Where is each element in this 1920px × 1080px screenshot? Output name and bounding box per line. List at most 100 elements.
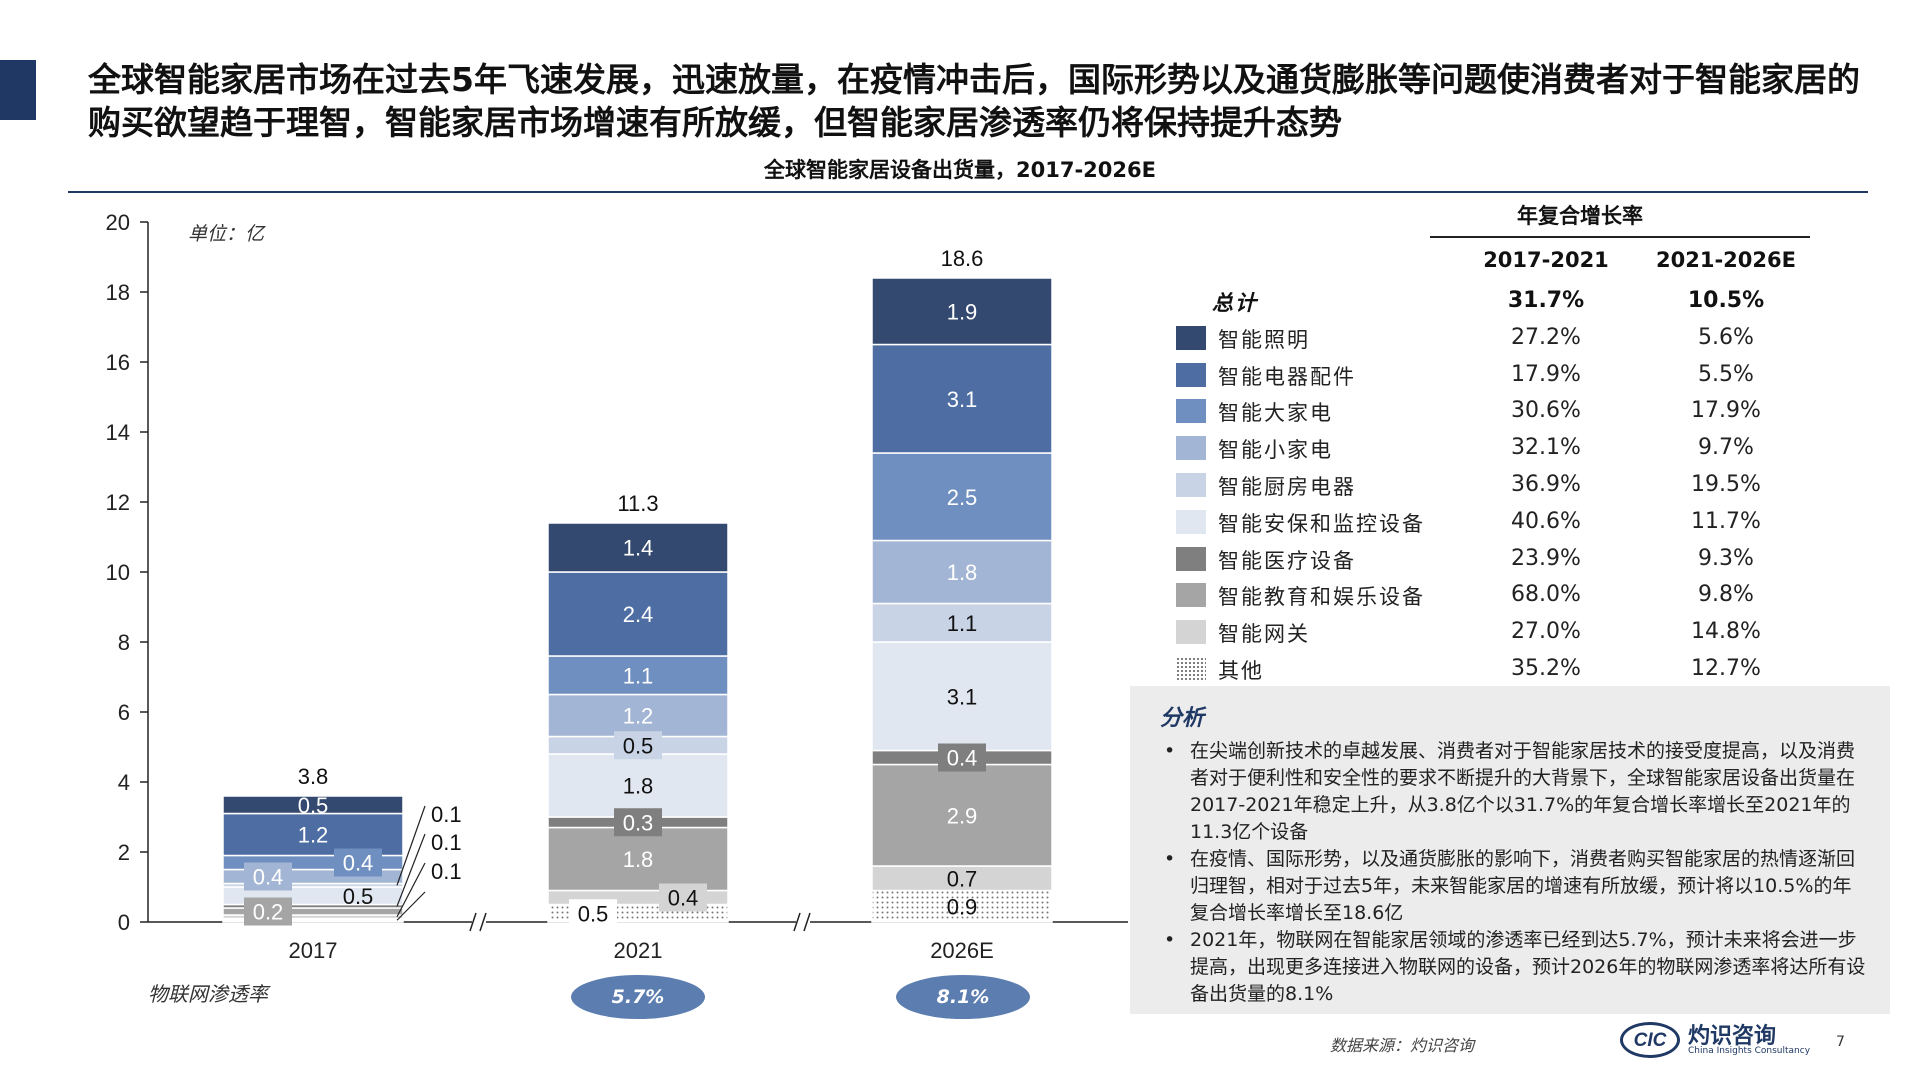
source-note: 数据来源：灼识咨询 [1330, 1036, 1475, 1055]
segment-label: 1.1 [623, 663, 654, 688]
legend-label: 智能大家电 [1218, 401, 1333, 426]
label-box [659, 883, 707, 912]
y-tick-label: 2 [118, 840, 130, 865]
legend-swatch [1176, 325, 1206, 350]
cagr-value-2021-2026e: 17.9% [1691, 398, 1761, 424]
legend-label: 智能小家电 [1218, 438, 1333, 463]
segment-label: 0.5 [578, 901, 609, 926]
label-box [938, 743, 986, 772]
y-tick-label: 16 [106, 350, 130, 375]
label-box [244, 897, 292, 926]
x-tick-label: 2017 [289, 938, 338, 963]
legend-swatch [1176, 362, 1206, 387]
segment-label: 1.1 [947, 611, 978, 636]
iot-badge-2021: 5.7% [571, 975, 705, 1019]
axis-break-mark [803, 912, 811, 932]
y-tick-label: 6 [118, 700, 130, 725]
bar-segment [547, 693, 729, 738]
segment-label: 1.2 [623, 704, 654, 729]
axis-break-mark [793, 912, 801, 932]
analysis-bullet: 在疫情、国际形势，以及通货膨胀的影响下，消费者购买智能家居的热情逐渐回归理智，相… [1160, 846, 1866, 927]
legend-swatch [1176, 546, 1206, 571]
chart-subtitle: 全球智能家居设备出货量，2017-2026E [764, 158, 1156, 182]
cagr-value-2021-2026e: 9.3% [1698, 545, 1754, 571]
cagr-value-2017-2021: 40.6% [1511, 508, 1581, 534]
cagr-value-2017-2021: 27.0% [1511, 619, 1581, 645]
callout-label: 0.1 [431, 830, 462, 855]
x-tick-label: 2021 [614, 938, 663, 963]
segment-label: 0.4 [947, 746, 978, 771]
cic-logo: CIC 灼识咨询 China Insights Consultancy [1620, 1020, 1810, 1062]
bar-segment [871, 889, 1053, 923]
callout-line [396, 805, 426, 886]
legend-label: 智能教育和娱乐设备 [1218, 585, 1425, 610]
segment-label: 3.1 [947, 387, 978, 412]
analysis-bullet: 在尖端创新技术的卓越发展、消费者对于智能家居技术的接受度提高，以及消费者对于便利… [1160, 738, 1866, 846]
y-tick-label: 20 [106, 210, 130, 235]
y-tick-label: 8 [118, 630, 130, 655]
cagr-header-2017-2021: 2017-2021 [1483, 248, 1609, 272]
legend-label: 智能安保和监控设备 [1218, 511, 1425, 536]
cagr-value-2021-2026e: 14.8% [1691, 619, 1761, 645]
cagr-row: 总计 31.7% 10.5% [1176, 286, 1816, 316]
cagr-value-2017-2021: 30.6% [1511, 398, 1581, 424]
callout-line [396, 891, 426, 921]
cagr-value-2017-2021: 68.0% [1511, 582, 1581, 608]
axis-break-gap [796, 912, 810, 932]
bar-segment [547, 753, 729, 818]
cagr-row: 其他 35.2% 12.7% [1176, 654, 1816, 684]
axis-break-gap [472, 912, 486, 932]
cagr-row: 智能照明 27.2% 5.6% [1176, 323, 1816, 353]
bar-segment [547, 655, 729, 696]
cagr-value-2021-2026e: 11.7% [1691, 508, 1761, 534]
cagr-row: 智能电器配件 17.9% 5.5% [1176, 360, 1816, 390]
segment-label: 0.2 [253, 900, 284, 925]
cagr-value-2017-2021: 17.9% [1511, 361, 1581, 387]
logo-chinese-name: 灼识咨询 [1688, 1024, 1777, 1049]
y-tick-label: 10 [106, 560, 130, 585]
logo-mark: CIC [1620, 1022, 1680, 1058]
analysis-box: 分析 在尖端创新技术的卓越发展、消费者对于智能家居技术的接受度提高，以及消费者对… [1130, 686, 1890, 1014]
cagr-value-2021-2026e: 12.7% [1691, 656, 1761, 681]
segment-label: 0.5 [343, 884, 374, 909]
legend-swatch [1176, 399, 1206, 424]
segment-label: 1.8 [947, 560, 978, 585]
legend-label: 总计 [1212, 291, 1258, 315]
legend-label: 智能医疗设备 [1218, 548, 1356, 573]
axis-break-mark [469, 912, 477, 932]
segment-label: 0.7 [947, 866, 978, 891]
legend-label: 其他 [1218, 659, 1264, 683]
y-tick-label: 12 [106, 490, 130, 515]
segment-label: 0.3 [623, 810, 654, 835]
iot-badge-2026e: 8.1% [896, 975, 1030, 1019]
segment-label: 0.4 [668, 886, 699, 911]
title-divider [68, 191, 1868, 193]
legend-label: 智能照明 [1218, 327, 1310, 352]
page-number: 7 [1836, 1034, 1845, 1050]
callout-line [396, 833, 426, 907]
bar-segment [547, 522, 729, 573]
callout-line [396, 862, 426, 918]
y-tick-label: 4 [118, 770, 130, 795]
bar-segment [871, 602, 1053, 643]
bar-total-label: 18.6 [941, 246, 984, 271]
cagr-value-2021-2026e: 10.5% [1687, 288, 1765, 313]
segment-label: 1.9 [947, 299, 978, 324]
cagr-value-2017-2021: 31.7% [1507, 288, 1585, 313]
cagr-value-2017-2021: 23.9% [1511, 545, 1581, 571]
bar-segment [871, 277, 1053, 346]
label-box [569, 899, 617, 928]
cagr-row: 智能厨房电器 36.9% 19.5% [1176, 470, 1816, 500]
label-box [334, 848, 382, 877]
legend-swatch [1176, 473, 1206, 497]
bar-total-label: 11.3 [617, 491, 658, 516]
cagr-row: 智能安保和监控设备 40.6% 11.7% [1176, 507, 1816, 537]
cagr-row: 智能医疗设备 23.9% 9.3% [1176, 544, 1816, 574]
segment-label: 2.9 [947, 803, 978, 828]
label-box [244, 862, 292, 891]
axis-break-mark [479, 912, 487, 932]
bar-segment [547, 571, 729, 657]
legend-swatch [1176, 436, 1206, 461]
segment-label: 1.8 [623, 774, 654, 799]
